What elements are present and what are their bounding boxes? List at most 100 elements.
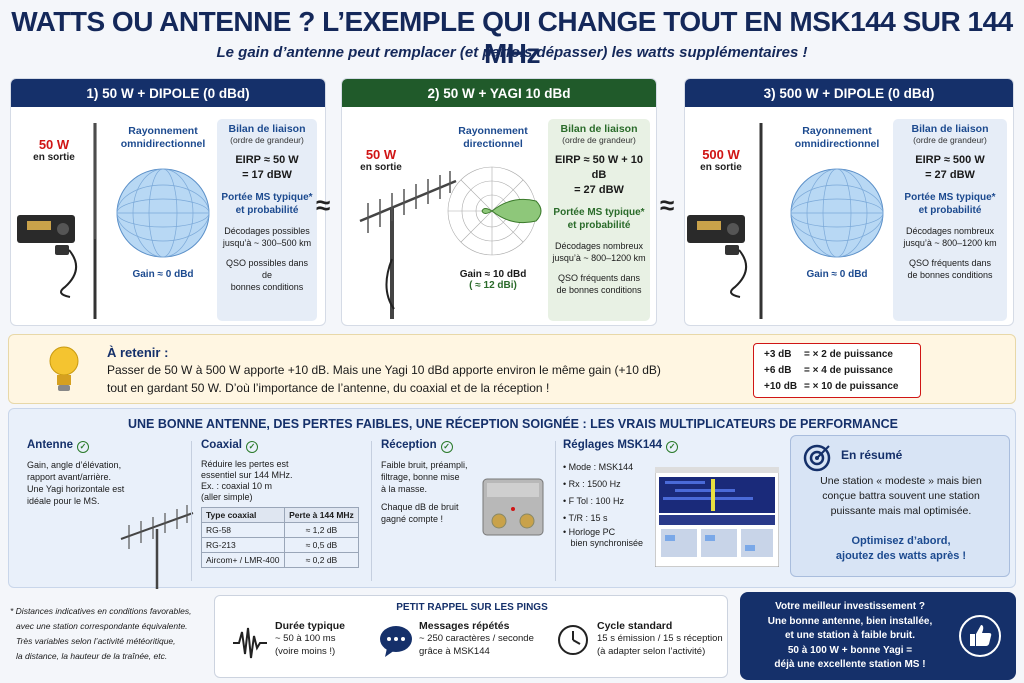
- column-title: Réception ✓: [381, 439, 551, 453]
- summary-text: Une station « modeste » mais bien conçue…: [791, 474, 1011, 519]
- cycle-block: Cycle standard 15 s émission / 15 s réce…: [597, 620, 723, 658]
- range-title: Portée MS typique* et probabilité: [221, 191, 313, 217]
- power-sub: en sortie: [700, 162, 742, 173]
- column-header: Type coaxial: [201, 507, 285, 523]
- coax-table: Type coaxial Perte à 144 MHz RG-58 ≈ 1,2 d…: [201, 507, 360, 568]
- eirp-line: = 27 dBW: [925, 169, 975, 181]
- range-line: Portée MS typique*: [553, 207, 645, 218]
- qso-line: QSO fréquents dans: [908, 258, 992, 268]
- radiation-line: Rayonnement: [458, 125, 528, 137]
- eirp-line: EIRP ≈ 50 W + 10 dB: [554, 154, 644, 181]
- card-title: 3) 500 W + DIPOLE (0 dBd): [685, 79, 1013, 107]
- takeaway-title: À retenir :: [107, 345, 169, 360]
- cell: ≈ 0,2 dB: [283, 552, 360, 568]
- card-title: 1) 50 W + DIPOLE (0 dBd): [11, 79, 325, 107]
- check-icon: ✓: [666, 441, 679, 453]
- yagi-icon: [120, 505, 194, 589]
- qso-line: bonnes conditions: [230, 282, 304, 292]
- cycle-line: (à adapter selon l’activité): [597, 646, 706, 657]
- radiation-line: Rayonnement: [802, 125, 872, 137]
- preamp-icon: [482, 478, 544, 536]
- column-title-text: Coaxial: [201, 439, 242, 451]
- range-line: et probabilité: [918, 205, 982, 216]
- column-title: Antenne ✓: [27, 439, 187, 453]
- db-key: +6 dB: [764, 365, 792, 376]
- decodes-line: Décodages nombreux: [554, 241, 644, 251]
- range-title: Portée MS typique* et probabilité: [897, 191, 1003, 217]
- thumbs-up-icon: [959, 615, 1001, 657]
- radiation-label: Rayonnement omnidirectionnel: [783, 125, 891, 151]
- qso: QSO fréquents dans de bonnes conditions: [897, 257, 1003, 281]
- eirp: EIRP ≈ 500 W = 27 dBW: [897, 153, 1003, 183]
- column-title-text: Antenne: [27, 439, 73, 451]
- eirp-line: = 27 dBW: [574, 184, 624, 196]
- gain-label: Gain ≈ 0 dBd: [806, 269, 868, 280]
- takeaway-line: tout en gardant 50 W. D’où l’importance …: [107, 381, 550, 395]
- duration-line: (voire moins !): [275, 646, 336, 657]
- column-text: Réduire les pertes est essentiel sur 144…: [201, 459, 365, 503]
- decodes: Décodages nombreux jusqu’à ~ 800–1200 km: [897, 225, 1003, 249]
- range-line: et probabilité: [235, 205, 299, 216]
- advice-line: Optimisez d’abord,: [851, 535, 951, 547]
- investment-line: déjà une excellente station MS !: [774, 659, 926, 670]
- pings-reminder: PETIT RAPPEL SUR LES PINGS Durée typique…: [214, 595, 728, 678]
- column-title: Coaxial ✓: [201, 439, 365, 453]
- waveform-icon: [233, 627, 267, 659]
- text-line: Gain, angle d’élévation,: [27, 460, 122, 470]
- setting-item: • T/R : 15 s: [563, 513, 608, 523]
- cell: ≈ 0,5 dB: [283, 537, 360, 553]
- setting-item: • Rx : 1500 Hz: [563, 479, 621, 489]
- omni-pattern-icon: [116, 168, 210, 258]
- db-rule: +6 dB = × 4 de puissance: [764, 363, 910, 379]
- summary-line: Une station « modeste » mais bien: [820, 475, 982, 487]
- card-title: 2) 50 W + YAGI 10 dBd: [342, 79, 656, 107]
- text-line: Chaque dB de bruit: [381, 502, 459, 512]
- eirp-line: EIRP ≈ 50 W: [235, 154, 299, 166]
- column-title-text: Réception: [381, 439, 437, 451]
- duration-block: Durée typique ~ 50 à 100 ms (voire moins…: [275, 620, 345, 658]
- text-line: (aller simple): [201, 492, 253, 502]
- investment-line: Votre meilleur investissement ?: [775, 601, 925, 612]
- text-line: Ex. : coaxial 10 m: [201, 481, 273, 491]
- db-value: = × 2 de puissance: [804, 349, 893, 360]
- table-row: RG-58 ≈ 1,2 dB: [201, 522, 360, 538]
- decodes: Décodages possibles jusqu’à ~ 300–500 km: [221, 225, 313, 249]
- investment-line: Une bonne antenne, bien installée,: [767, 615, 933, 627]
- range-line: Portée MS typique*: [904, 192, 996, 203]
- db-key: +10 dB: [764, 381, 798, 392]
- radiation-label: Rayonnement omnidirectionnel: [111, 125, 215, 151]
- power-value: 50 W: [365, 147, 397, 162]
- takeaway-line: Passer de 50 W à 500 W apporte +10 dB. M…: [107, 363, 661, 377]
- cell: RG-213: [201, 537, 285, 553]
- eirp-line: EIRP ≈ 500 W: [915, 154, 985, 166]
- text-line: idéale pour le MS.: [27, 496, 100, 506]
- table-row: RG-213 ≈ 0,5 dB: [201, 537, 360, 553]
- db-value: = × 10 de puissance: [804, 381, 899, 392]
- reception-column: Réception ✓ Faible bruit, préampli, filtr…: [381, 439, 551, 536]
- eirp: EIRP ≈ 50 W + 10 dB = 27 dBW: [552, 153, 646, 198]
- decodes: Décodages nombreux jusqu’à ~ 800–1200 km: [552, 240, 646, 264]
- footnote: * Distances indicatives en conditions fa…: [10, 604, 210, 664]
- separator: [555, 441, 556, 581]
- link-budget: Bilan de liaison (ordre de grandeur) EIR…: [548, 119, 650, 321]
- budget-title: Bilan de liaison: [911, 123, 989, 135]
- gain-value: Gain ≈ 10 dBd: [459, 269, 527, 280]
- check-icon: ✓: [440, 441, 453, 453]
- decodes-line: jusqu’à ~ 800–1200 km: [552, 253, 646, 263]
- messages-block: Messages répétés ~ 250 caractères / seco…: [419, 620, 534, 658]
- table-row: Aircom+ / LMR-400 ≈ 0,2 dB: [201, 552, 360, 568]
- text-line: Réduire les pertes est: [201, 459, 289, 469]
- messages-title: Messages répétés: [419, 620, 510, 632]
- decodes-line: Décodages possibles: [224, 226, 310, 236]
- footnote-line: avec une station correspondante équivale…: [16, 621, 188, 631]
- power-sub: en sortie: [33, 152, 75, 163]
- separator: [191, 441, 192, 581]
- yagi-antenna-icon: [359, 171, 457, 319]
- cycle-line: 15 s émission / 15 s réception: [597, 633, 723, 644]
- chat-bubble-icon: [380, 626, 412, 657]
- summary-line: puissante mais mal optimisée.: [830, 505, 972, 517]
- budget-sub: (ordre de grandeur): [913, 135, 987, 145]
- clock-icon: [558, 625, 588, 655]
